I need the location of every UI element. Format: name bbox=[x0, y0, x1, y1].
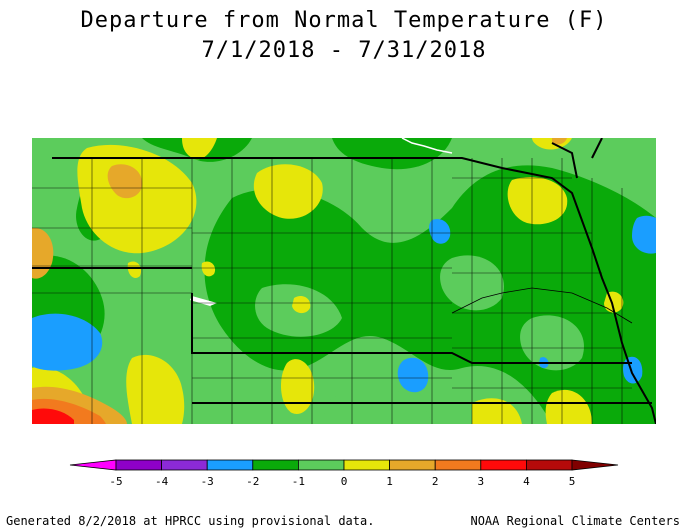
legend-tick-label: 2 bbox=[432, 475, 439, 488]
legend-swatch bbox=[434, 459, 482, 471]
lake-shape bbox=[190, 296, 217, 306]
legend-swatch bbox=[252, 459, 299, 471]
legend-tick-label: 1 bbox=[386, 475, 393, 488]
county-lines bbox=[32, 158, 632, 424]
generation-note: Generated 8/2/2018 at HPRCC using provis… bbox=[6, 514, 375, 528]
legend-tick-label: -2 bbox=[246, 475, 259, 488]
legend-tick-label: 0 bbox=[341, 475, 348, 488]
legend-ticks: -5 -4 -3 -2 -1 0 1 2 3 4 5 bbox=[109, 475, 575, 488]
legend-bar bbox=[69, 459, 619, 471]
color-scale-legend: -5 -4 -3 -2 -1 0 1 2 3 4 5 bbox=[69, 459, 619, 488]
legend-swatch bbox=[343, 459, 390, 471]
legend-swatch bbox=[389, 459, 436, 471]
legend-swatch bbox=[206, 459, 254, 471]
map-date-range: 7/1/2018 - 7/31/2018 bbox=[201, 38, 487, 63]
legend-arrow-low bbox=[69, 459, 117, 471]
legend-tick-label: -5 bbox=[109, 475, 122, 488]
legend-tick-label: -3 bbox=[201, 475, 214, 488]
legend-tick-label: 5 bbox=[569, 475, 576, 488]
temperature-departure-map bbox=[32, 138, 656, 424]
legend-tick-label: -1 bbox=[292, 475, 305, 488]
river-line bbox=[401, 138, 453, 154]
state-borders bbox=[32, 138, 656, 424]
legend-tick-label: 3 bbox=[477, 475, 484, 488]
legend-arrow-high bbox=[571, 459, 619, 471]
legend-swatch bbox=[525, 459, 573, 471]
cool-spots bbox=[32, 215, 656, 393]
legend-swatch bbox=[161, 459, 208, 471]
legend-swatch bbox=[297, 459, 345, 471]
river-line-south bbox=[451, 287, 633, 324]
map-title: Departure from Normal Temperature (F) bbox=[80, 8, 608, 33]
legend-swatch bbox=[480, 459, 527, 471]
legend-swatch bbox=[115, 459, 162, 471]
source-credit: NOAA Regional Climate Centers bbox=[470, 514, 680, 528]
hot-regions bbox=[32, 398, 106, 424]
legend-tick-label: -4 bbox=[155, 475, 169, 488]
legend-tick-label: 4 bbox=[523, 475, 530, 488]
